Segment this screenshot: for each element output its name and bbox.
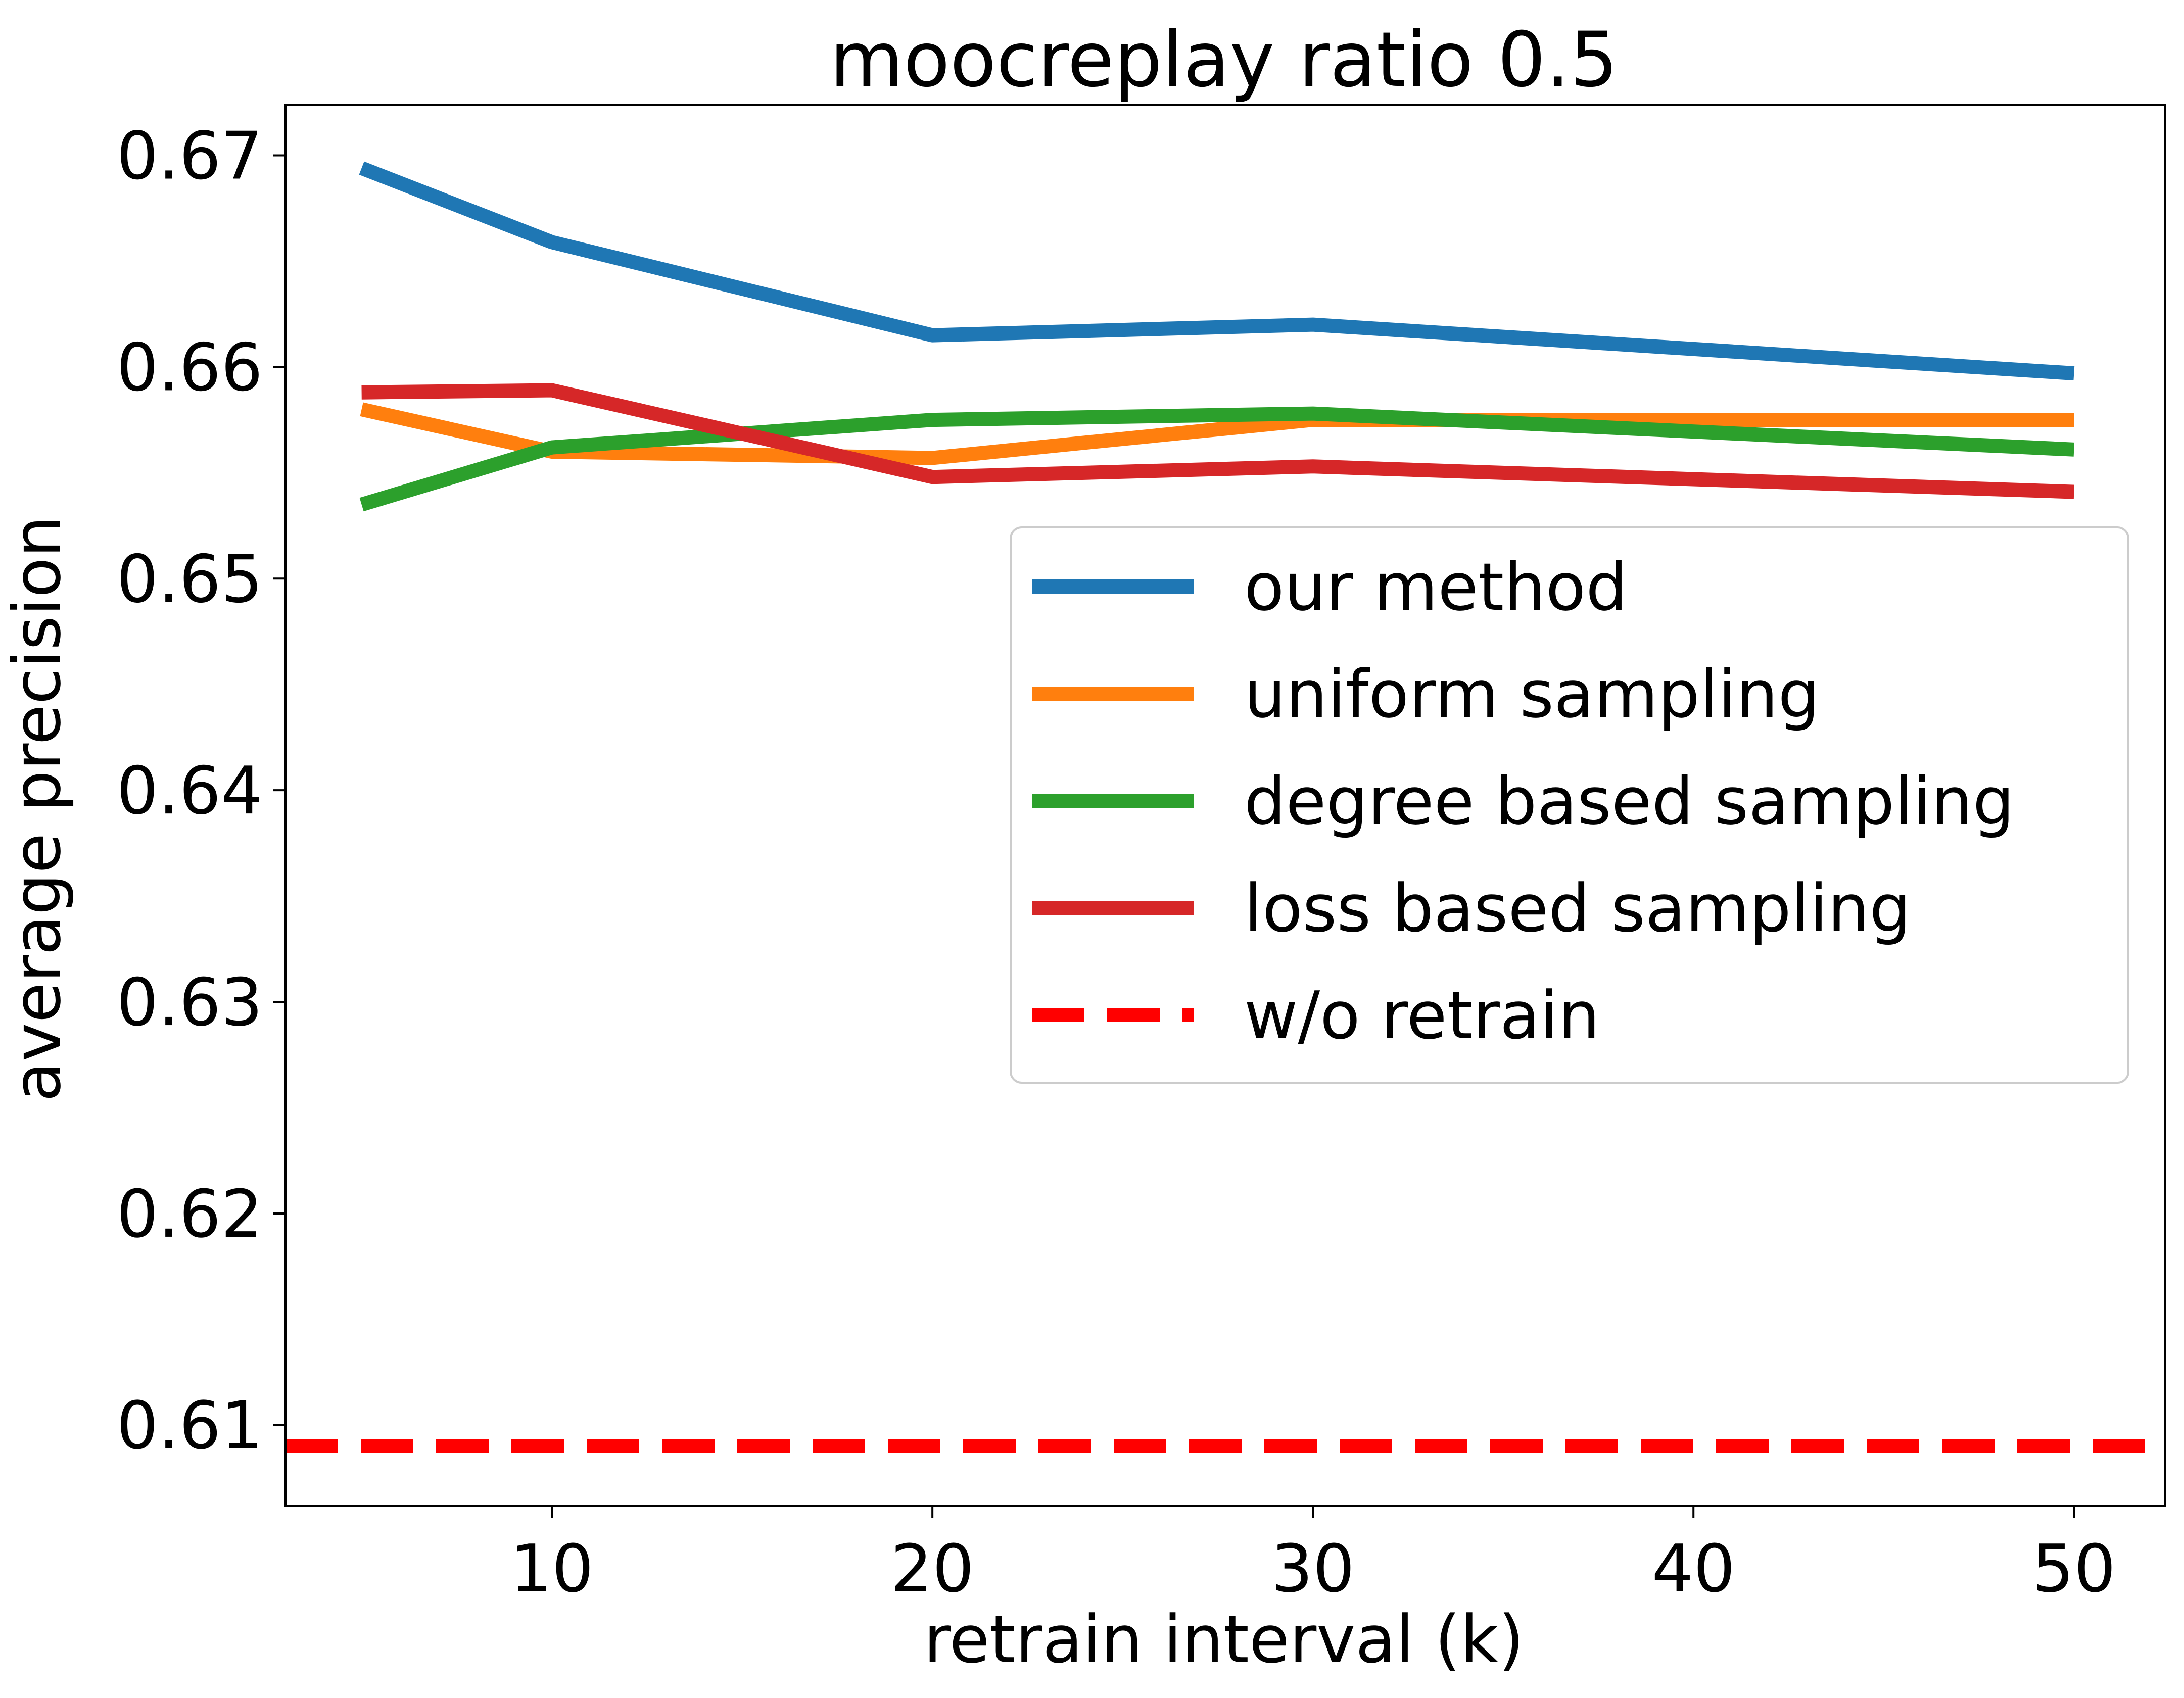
series-layer [286, 161, 2165, 1453]
x-axis: 10 20 30 40 50 [510, 1506, 2116, 1607]
x-tick-label: 50 [2032, 1530, 2116, 1607]
x-tick-label: 40 [1652, 1530, 1735, 1607]
x-tick-label: 30 [1271, 1530, 1354, 1607]
x-tick-label: 20 [890, 1530, 974, 1607]
chart-title: moocreplay ratio 0.5 [830, 16, 1618, 104]
series-line-1 [359, 161, 2075, 380]
legend-label: our method [1244, 549, 1628, 625]
y-axis-label: average precision [0, 516, 75, 1102]
plot-frame [284, 104, 2166, 1507]
legend-label: degree based sampling [1244, 763, 2014, 840]
legend-label: uniform sampling [1244, 656, 1820, 733]
legend-box [1010, 526, 2129, 1084]
series-line-4 [361, 383, 2074, 499]
x-tick-label: 10 [510, 1530, 593, 1607]
y-tick-label: 0.65 [117, 541, 263, 617]
y-tick-label: 0.61 [117, 1387, 263, 1464]
x-axis-label: retrain interval (k) [924, 1601, 1524, 1678]
y-tick-label: 0.63 [117, 964, 263, 1041]
legend: our method uniform sampling degree based s… [1010, 526, 2129, 1084]
y-tick-label: 0.67 [117, 118, 263, 195]
series-line-3 [359, 406, 2074, 512]
plot-area [284, 104, 2166, 1507]
y-tick-label: 0.64 [117, 752, 263, 829]
y-axis: 0.61 0.62 0.63 0.64 0.65 0.66 0.67 [117, 118, 286, 1464]
y-tick-label: 0.62 [117, 1176, 263, 1252]
legend-label: loss based sampling [1244, 870, 1911, 947]
legend-label: w/o retrain [1244, 977, 1600, 1054]
y-tick-label: 0.66 [117, 329, 263, 406]
